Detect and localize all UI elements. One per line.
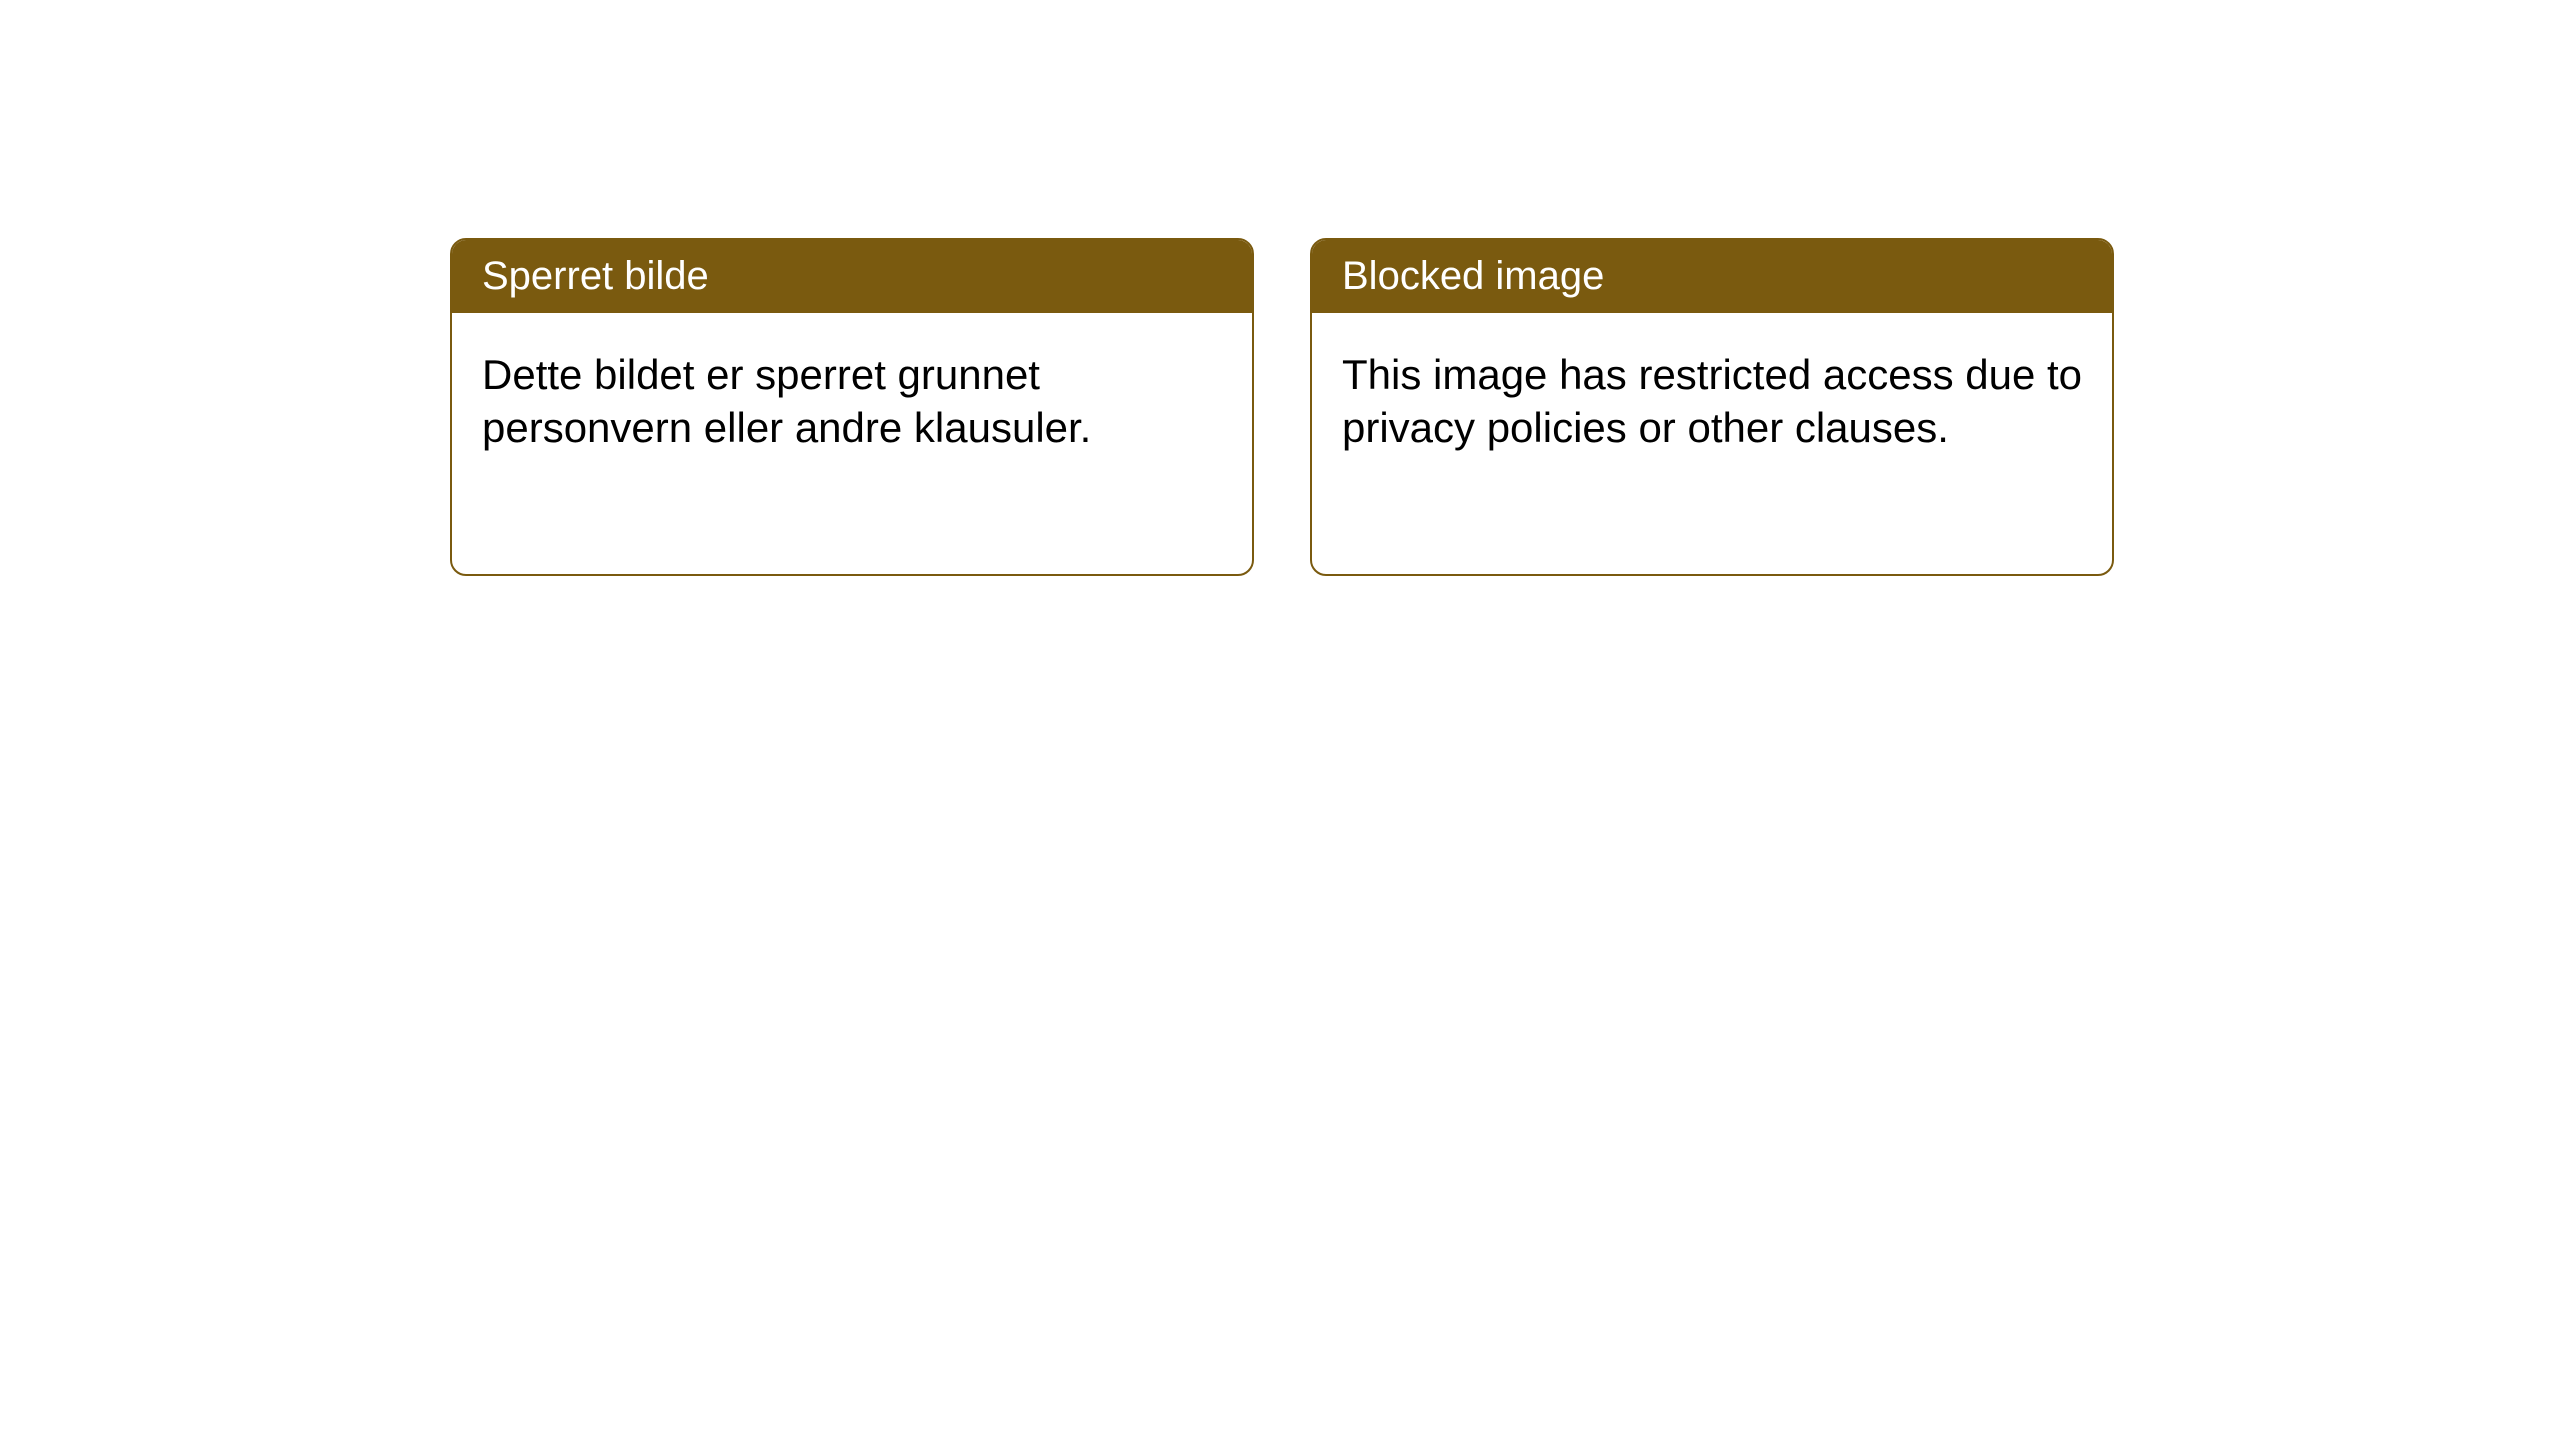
- notice-title-norwegian: Sperret bilde: [452, 240, 1252, 313]
- blocked-image-notices: Sperret bilde Dette bildet er sperret gr…: [450, 238, 2114, 576]
- notice-card-english: Blocked image This image has restricted …: [1310, 238, 2114, 576]
- notice-body-norwegian: Dette bildet er sperret grunnet personve…: [452, 313, 1252, 490]
- notice-body-english: This image has restricted access due to …: [1312, 313, 2112, 490]
- notice-card-norwegian: Sperret bilde Dette bildet er sperret gr…: [450, 238, 1254, 576]
- notice-title-english: Blocked image: [1312, 240, 2112, 313]
